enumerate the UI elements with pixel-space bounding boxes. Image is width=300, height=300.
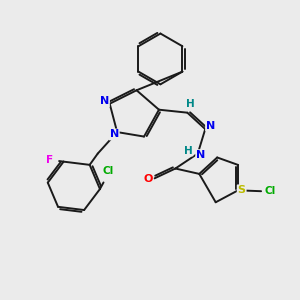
Text: Cl: Cl — [103, 166, 114, 176]
Text: H: H — [184, 146, 193, 156]
Text: F: F — [46, 155, 53, 165]
Text: N: N — [100, 96, 109, 106]
Text: O: O — [143, 174, 153, 184]
Text: N: N — [206, 121, 215, 130]
Text: Cl: Cl — [264, 186, 276, 196]
Text: N: N — [196, 150, 206, 160]
Text: S: S — [238, 185, 246, 195]
Text: N: N — [110, 130, 119, 140]
Text: H: H — [186, 99, 195, 109]
